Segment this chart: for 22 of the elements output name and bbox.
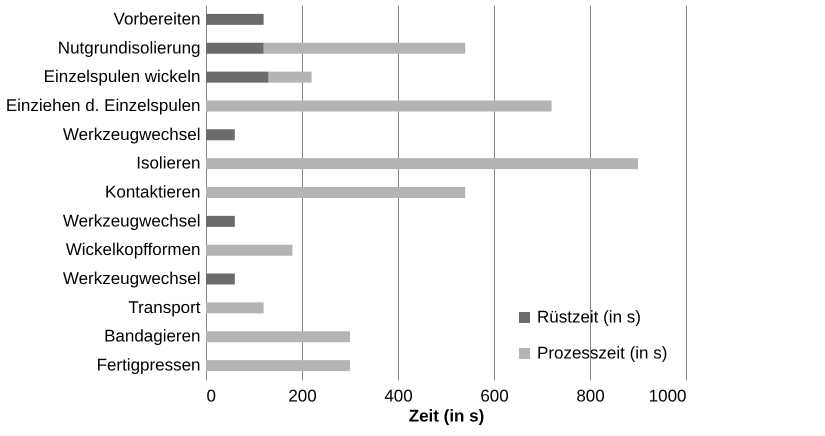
y-tick-label: Fertigpressen [96, 356, 200, 375]
y-tick-label: Vorbereiten [114, 9, 200, 28]
legend-label: Prozesszeit (in s) [537, 344, 668, 362]
y-tick-label: Transport [128, 298, 201, 317]
y-tick-label: Einzelspulen wickeln [44, 67, 200, 86]
y-tick-label: Wickelkopfformen [66, 240, 200, 260]
x-tick-label: 200 [288, 386, 317, 406]
y-tick-label: Isolieren [136, 154, 200, 173]
x-tick-label: 1000 [648, 386, 686, 406]
x-tick-label: 400 [384, 386, 413, 406]
x-tick-label: 800 [576, 386, 605, 406]
x-tick-label: 600 [480, 386, 509, 406]
x-tick-label: 0 [206, 386, 216, 406]
y-tick-label: Einziehen d. Einzelspulen [6, 96, 200, 115]
y-tick-label: Nutgrundisolierung [58, 38, 200, 58]
y-tick-label: Werkzeugwechsel [62, 269, 200, 288]
y-tick-label: Werkzeugwechsel [62, 124, 200, 144]
y-tick-label: Kontaktieren [105, 182, 200, 202]
y-tick-label: Werkzeugwechsel [62, 211, 200, 230]
x-axis-title: Zeit (in s) [408, 406, 484, 426]
legend-label: Rüstzeit (in s) [537, 308, 641, 326]
y-tick-label: Bandagieren [104, 326, 200, 346]
